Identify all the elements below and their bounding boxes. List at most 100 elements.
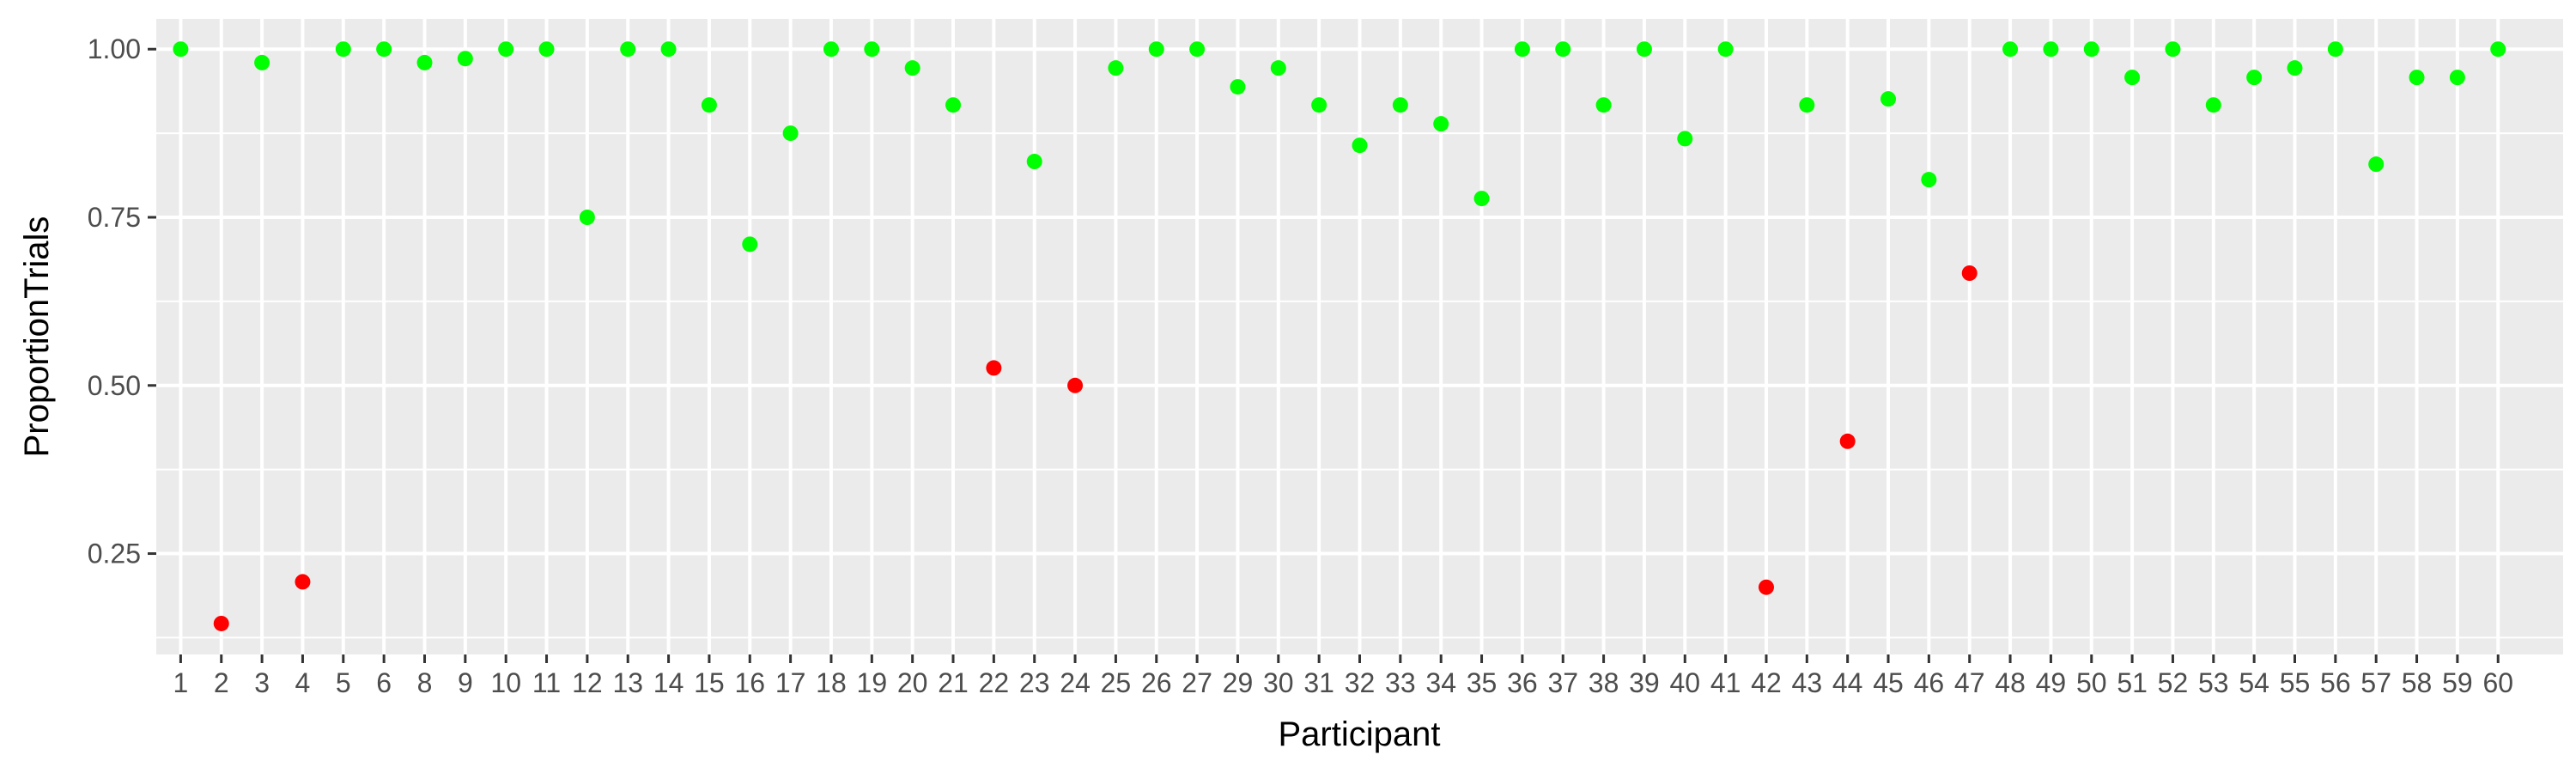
x-tick-label: 41	[1710, 667, 1741, 698]
x-tick-label: 32	[1345, 667, 1376, 698]
x-tick-label: 6	[376, 667, 392, 698]
data-point	[1108, 60, 1124, 76]
data-point	[1352, 137, 1368, 154]
y-tick-label: 1.00	[88, 33, 141, 64]
x-tick-label: 54	[2239, 667, 2269, 698]
x-tick-label: 47	[1954, 667, 1985, 698]
x-tick-label: 19	[857, 667, 888, 698]
x-tick-label: 31	[1303, 667, 1334, 698]
x-tick-label: 29	[1223, 667, 1254, 698]
data-point	[1473, 191, 1490, 207]
data-point	[1270, 60, 1286, 76]
data-point	[1433, 116, 1449, 132]
data-point	[986, 360, 1002, 376]
x-tick-label: 38	[1589, 667, 1619, 698]
data-point	[1148, 41, 1164, 58]
x-tick-label: 43	[1792, 667, 1823, 698]
x-tick-label: 53	[2198, 667, 2229, 698]
x-tick-label: 8	[417, 667, 433, 698]
y-tick-label: 0.50	[88, 370, 141, 401]
y-axis-title: ProportionTrials	[18, 216, 56, 458]
x-tick-label: 23	[1019, 667, 1050, 698]
x-tick-label: 57	[2360, 667, 2391, 698]
x-tick-label: 44	[1832, 667, 1863, 698]
data-point	[742, 236, 758, 253]
data-point	[295, 574, 311, 590]
data-point	[2124, 70, 2141, 86]
x-tick-label: 22	[979, 667, 1010, 698]
data-point	[864, 41, 880, 58]
data-point	[701, 97, 717, 113]
x-tick-label: 15	[694, 667, 725, 698]
data-point	[1758, 579, 1774, 595]
data-point	[2287, 60, 2303, 76]
data-point	[1961, 265, 1978, 281]
x-tick-label: 25	[1101, 667, 1132, 698]
y-tick-label: 0.25	[88, 539, 141, 569]
data-point	[1514, 41, 1530, 58]
data-point	[416, 54, 433, 70]
data-point	[660, 41, 677, 58]
y-axis-ticks: 0.25 0.50 0.75 1.00	[88, 33, 156, 569]
data-point	[904, 60, 920, 76]
data-point	[2449, 70, 2465, 86]
x-tick-label: 2	[214, 667, 229, 698]
x-tick-label: 40	[1669, 667, 1700, 698]
x-tick-label: 33	[1385, 667, 1416, 698]
data-point	[2043, 41, 2059, 58]
x-tick-label: 5	[336, 667, 351, 698]
data-point	[1717, 41, 1734, 58]
data-point	[1677, 131, 1693, 147]
x-tick-label: 12	[572, 667, 603, 698]
data-point	[1799, 97, 1815, 113]
data-point	[1880, 91, 1897, 107]
data-point	[538, 41, 555, 58]
x-tick-label: 58	[2402, 667, 2433, 698]
x-tick-label: 42	[1751, 667, 1782, 698]
x-tick-label: 49	[2036, 667, 2067, 698]
x-tick-label: 34	[1425, 667, 1456, 698]
x-tick-label: 10	[490, 667, 521, 698]
x-tick-label: 52	[2158, 667, 2189, 698]
data-point	[2205, 97, 2221, 113]
data-point	[2368, 156, 2385, 173]
x-tick-label: 39	[1629, 667, 1660, 698]
x-tick-label: 60	[2482, 667, 2513, 698]
data-point	[213, 615, 229, 631]
x-tick-label: 46	[1914, 667, 1945, 698]
x-tick-label: 18	[816, 667, 847, 698]
x-tick-label: 16	[734, 667, 765, 698]
x-tick-label: 20	[897, 667, 928, 698]
data-point	[1230, 79, 1246, 95]
x-tick-label: 48	[1995, 667, 2026, 698]
data-point	[945, 97, 962, 113]
data-point	[2246, 70, 2263, 86]
data-point	[823, 41, 839, 58]
x-tick-label: 3	[254, 667, 270, 698]
x-tick-label: 26	[1141, 667, 1172, 698]
data-point	[1067, 377, 1084, 393]
data-point	[1839, 433, 1856, 449]
data-point	[579, 210, 595, 226]
x-tick-label: 45	[1873, 667, 1904, 698]
x-tick-label: 14	[653, 667, 684, 698]
x-tick-label: 50	[2076, 667, 2107, 698]
x-tick-label: 30	[1263, 667, 1294, 698]
data-point	[2165, 41, 2181, 58]
data-point	[498, 41, 514, 58]
data-point	[457, 51, 473, 67]
x-tick-label: 9	[458, 667, 473, 698]
x-tick-label: 35	[1467, 667, 1498, 698]
x-axis-ticks: 1 2 3 4 5 6 8 9 10 11 12 13 14 15 16 17 18 19 20 21 22 23 24 25…	[173, 654, 2513, 698]
y-tick-label: 0.75	[88, 202, 141, 233]
data-point	[1555, 41, 1571, 58]
x-tick-label: 11	[532, 667, 561, 698]
x-tick-label: 24	[1060, 667, 1091, 698]
data-point	[2327, 41, 2343, 58]
data-point	[2002, 41, 2019, 58]
x-tick-label: 4	[295, 667, 311, 698]
x-tick-label: 21	[938, 667, 969, 698]
data-point	[376, 41, 392, 58]
x-tick-label: 37	[1547, 667, 1578, 698]
